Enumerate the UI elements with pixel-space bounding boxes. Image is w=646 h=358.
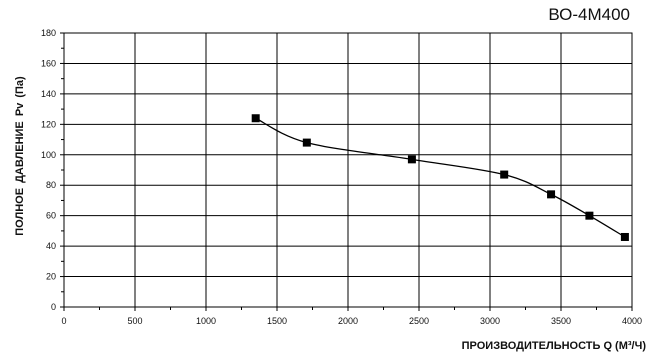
y-tick-label: 120 (41, 119, 56, 129)
x-tick-label: 0 (61, 316, 66, 326)
data-point (407, 155, 416, 164)
x-tick-label: 3000 (480, 316, 500, 326)
y-tick-label: 160 (41, 58, 56, 68)
series-curve (255, 117, 626, 238)
y-tick-label: 100 (41, 150, 56, 160)
data-point (547, 190, 556, 199)
y-tick-label: 0 (51, 302, 56, 312)
grid (63, 32, 633, 308)
chart-title: ВО-4М400 (548, 5, 630, 24)
data-point (620, 232, 629, 241)
series-line (255, 117, 626, 238)
data-point (585, 211, 594, 220)
data-point (251, 114, 260, 123)
x-tick-label: 4000 (622, 316, 642, 326)
y-tick-label: 60 (46, 211, 56, 221)
x-tick-label: 3500 (551, 316, 571, 326)
tick-labels: 0 500 1000 1500 2000 2500 3000 3500 4000 0 20 40 60 8… (41, 28, 642, 326)
plot-frame (63, 32, 633, 308)
data-points (251, 114, 629, 241)
x-tick-label: 2000 (338, 316, 358, 326)
y-tick-label: 20 (46, 272, 56, 282)
axes (60, 32, 633, 311)
data-point (500, 170, 509, 179)
data-point (302, 138, 311, 147)
y-tick-label: 40 (46, 241, 56, 251)
x-tick-label: 500 (127, 316, 142, 326)
y-tick-label: 180 (41, 28, 56, 38)
x-tick-label: 1500 (267, 316, 287, 326)
x-tick-label: 2500 (409, 316, 429, 326)
x-axis-label: ПРОИЗВОДИТЕЛЬНОСТЬ Q (М³/Ч) (461, 340, 646, 352)
x-tick-label: 1000 (196, 316, 216, 326)
y-tick-label: 140 (41, 89, 56, 99)
y-tick-label: 80 (46, 180, 56, 190)
